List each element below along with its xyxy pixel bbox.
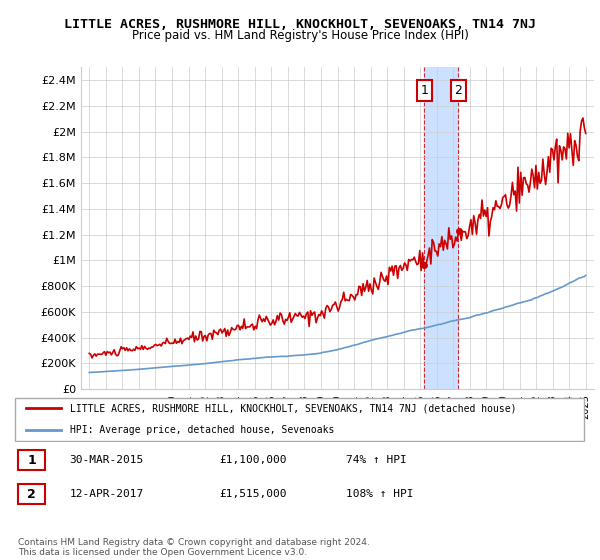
Text: Price paid vs. HM Land Registry's House Price Index (HPI): Price paid vs. HM Land Registry's House … <box>131 29 469 42</box>
Text: 2: 2 <box>454 84 462 97</box>
Text: 12-APR-2017: 12-APR-2017 <box>70 489 144 499</box>
Text: £1,100,000: £1,100,000 <box>220 455 287 465</box>
FancyBboxPatch shape <box>18 450 46 470</box>
Text: LITTLE ACRES, RUSHMORE HILL, KNOCKHOLT, SEVENOAKS, TN14 7NJ (detached house): LITTLE ACRES, RUSHMORE HILL, KNOCKHOLT, … <box>70 403 516 413</box>
FancyBboxPatch shape <box>18 484 46 505</box>
Text: Contains HM Land Registry data © Crown copyright and database right 2024.
This d: Contains HM Land Registry data © Crown c… <box>18 538 370 557</box>
Text: 1: 1 <box>27 454 36 466</box>
Text: 74% ↑ HPI: 74% ↑ HPI <box>346 455 407 465</box>
Text: 108% ↑ HPI: 108% ↑ HPI <box>346 489 413 499</box>
Text: £1,515,000: £1,515,000 <box>220 489 287 499</box>
Bar <box>424 67 458 389</box>
Text: LITTLE ACRES, RUSHMORE HILL, KNOCKHOLT, SEVENOAKS, TN14 7NJ: LITTLE ACRES, RUSHMORE HILL, KNOCKHOLT, … <box>64 18 536 31</box>
Text: 30-MAR-2015: 30-MAR-2015 <box>70 455 144 465</box>
Text: 2: 2 <box>27 488 36 501</box>
Text: 1: 1 <box>421 84 428 97</box>
Text: HPI: Average price, detached house, Sevenoaks: HPI: Average price, detached house, Seve… <box>70 424 334 435</box>
FancyBboxPatch shape <box>15 398 584 441</box>
